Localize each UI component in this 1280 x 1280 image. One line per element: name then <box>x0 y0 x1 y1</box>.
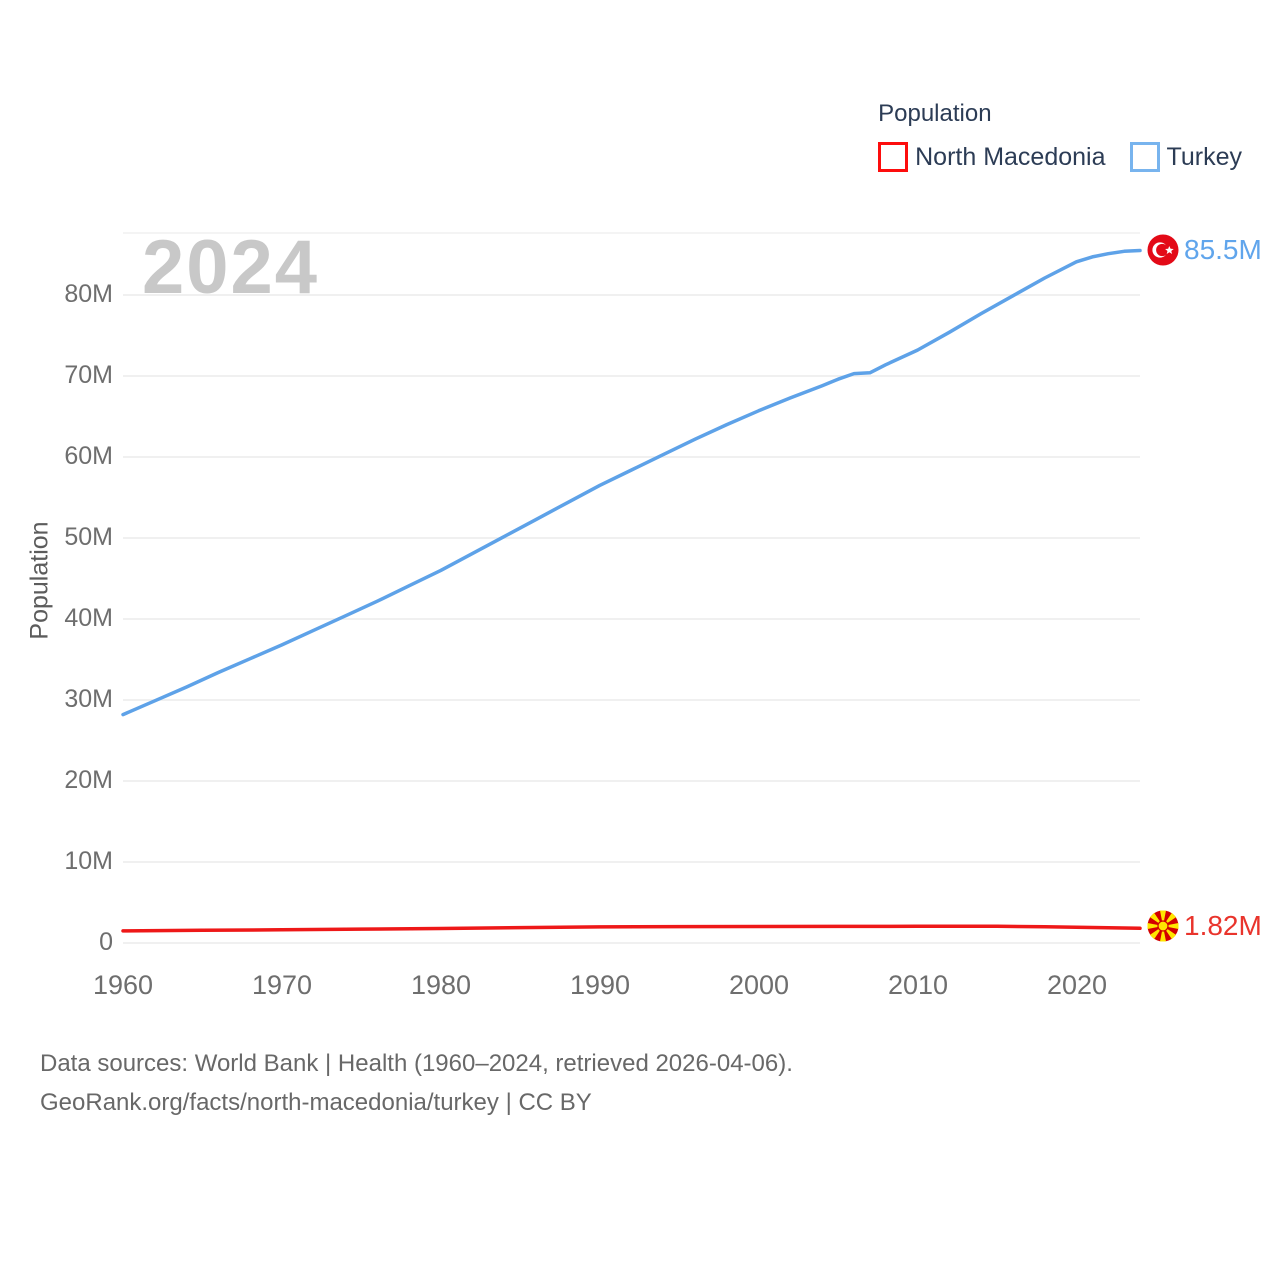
footer: Data sources: World Bank | Health (1960–… <box>40 1044 793 1122</box>
north-macedonia-end-value-label: 1.82M <box>1184 910 1262 941</box>
y-tick-label: 80M <box>64 280 113 308</box>
gridlines <box>123 294 1140 944</box>
turkey-swatch-icon <box>1129 142 1160 172</box>
x-tick-label: 2020 <box>1046 970 1108 1000</box>
x-tick-label: 1970 <box>251 970 313 1000</box>
y-tick-label: 30M <box>64 685 113 713</box>
north-macedonia-flag-icon <box>1147 910 1179 942</box>
y-tick-label: 0 <box>99 928 113 956</box>
year-watermark: 2024 <box>142 225 320 310</box>
legend-title: Population <box>878 100 992 127</box>
x-tick-label: 1990 <box>569 970 631 1000</box>
turkey-end-value-label: 85.5M <box>1184 234 1262 265</box>
y-tick-label: 40M <box>64 604 113 632</box>
north-macedonia-line[interactable] <box>121 924 1142 933</box>
x-tick-label: 2000 <box>728 970 790 1000</box>
y-tick-label: 50M <box>64 523 113 551</box>
y-tick-label: 60M <box>64 442 113 470</box>
legend-item-label: Turkey <box>1166 142 1242 171</box>
turkey-line[interactable] <box>121 248 1142 717</box>
legend-item-label: North Macedonia <box>915 142 1106 171</box>
y-tick-label: 20M <box>64 766 113 794</box>
data-sources-text: Data sources: World Bank | Health (1960–… <box>40 1050 793 1077</box>
x-tick-label: 2010 <box>887 970 949 1000</box>
attribution-text: GeoRank.org/facts/north-macedonia/turkey… <box>40 1089 592 1116</box>
x-tick-label: 1980 <box>410 970 472 1000</box>
x-tick-label: 1960 <box>92 970 154 1000</box>
north-macedonia-swatch-icon <box>878 142 909 172</box>
y-tick-label: 70M <box>64 361 113 389</box>
legend-item-north-macedonia[interactable]: North Macedonia <box>878 142 1106 172</box>
y-tick-label: 10M <box>64 847 113 875</box>
legend: Population North Macedonia Turkey <box>878 100 1242 172</box>
legend-items: North Macedonia Turkey <box>878 142 1242 172</box>
legend-item-turkey[interactable]: Turkey <box>1129 142 1242 172</box>
turkey-flag-icon <box>1147 234 1179 266</box>
